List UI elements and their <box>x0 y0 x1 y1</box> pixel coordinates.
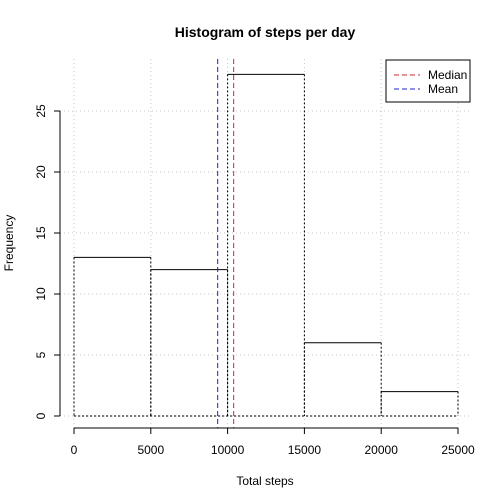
bars <box>73 73 459 417</box>
y-tick-label: 0 <box>34 412 48 419</box>
x-tick-label: 5000 <box>137 443 164 457</box>
x-tick-label: 20000 <box>365 443 399 457</box>
chart-title: Histogram of steps per day <box>175 24 356 40</box>
legend-box <box>385 59 471 103</box>
x-tick-label: 15000 <box>288 443 322 457</box>
y-axis: 0 5 10 15 20 25 <box>34 104 61 419</box>
legend-label-mean: Mean <box>428 82 458 96</box>
legend: Median Mean <box>385 59 471 103</box>
y-tick-label: 20 <box>34 165 48 179</box>
y-tick-label: 25 <box>34 104 48 118</box>
x-tick-label: 10000 <box>211 443 245 457</box>
x-tick-label: 0 <box>71 443 78 457</box>
y-tick-label: 10 <box>34 287 48 301</box>
y-tick-label: 15 <box>34 226 48 240</box>
y-axis-label: Frequency <box>2 215 16 272</box>
legend-label-median: Median <box>428 68 467 82</box>
grid <box>60 59 470 428</box>
reference-lines <box>217 59 235 428</box>
x-tick-label: 25000 <box>441 443 475 457</box>
x-axis: 0 5000 10000 15000 20000 25000 <box>71 427 475 457</box>
y-tick-label: 5 <box>34 351 48 358</box>
x-axis-label: Total steps <box>236 474 293 488</box>
